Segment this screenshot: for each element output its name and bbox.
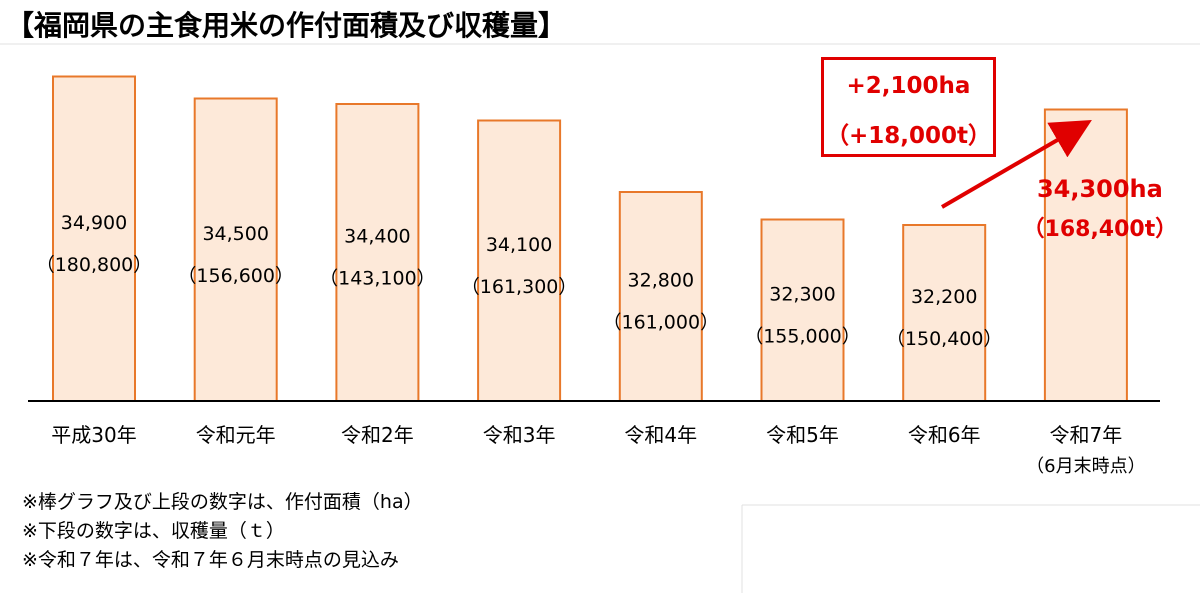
harvest-label-0: （180,800） xyxy=(36,254,153,276)
category-label-3: 令和3年 xyxy=(483,423,556,447)
increase-area-label: +2,100ha xyxy=(846,73,971,99)
increase-harvest-label: （+18,000t） xyxy=(825,123,992,149)
bar-5 xyxy=(760,218,845,402)
area-label-1: 34,500 xyxy=(202,223,268,245)
harvest-label-5: （155,000） xyxy=(744,325,861,347)
harvest-label-4: （161,000） xyxy=(603,312,720,334)
bar-2 xyxy=(335,103,420,402)
area-label-0: 34,900 xyxy=(61,212,127,234)
category-sublabel-7: （6月末時点） xyxy=(1026,456,1145,477)
category-label-5: 令和5年 xyxy=(766,423,839,447)
bar-4 xyxy=(618,191,703,402)
harvest-label-6: （150,400） xyxy=(886,328,1003,350)
area-label-6: 32,200 xyxy=(911,286,977,308)
category-label-2: 令和2年 xyxy=(341,423,414,447)
chart-title: 【福岡県の主食用米の作付面積及び収穫量】 xyxy=(6,9,567,42)
area-label-4: 32,800 xyxy=(628,270,694,292)
bar-1 xyxy=(193,97,278,402)
bar-6 xyxy=(902,224,987,402)
harvest-label-7: （168,400t） xyxy=(1023,217,1178,242)
footnote-1: ※棒グラフ及び上段の数字は、作付面積（ha） xyxy=(22,491,423,513)
category-label-4: 令和4年 xyxy=(624,423,697,447)
bar-3 xyxy=(477,119,562,402)
category-label-0: 平成30年 xyxy=(51,423,136,447)
footnote-2: ※下段の数字は、収穫量（ｔ） xyxy=(22,520,285,542)
harvest-label-2: （143,100） xyxy=(319,268,436,290)
harvest-label-3: （161,300） xyxy=(461,276,578,298)
category-label-1: 令和元年 xyxy=(196,423,276,447)
area-label-2: 34,400 xyxy=(344,226,410,248)
area-label-5: 32,300 xyxy=(769,283,835,305)
footnotes: ※棒グラフ及び上段の数字は、作付面積（ha） ※下段の数字は、収穫量（ｔ） ※令… xyxy=(22,488,423,575)
area-label-7: 34,300ha xyxy=(1037,175,1163,203)
footnote-3: ※令和７年は、令和７年６月末時点の見込み xyxy=(22,549,399,571)
area-label-3: 34,100 xyxy=(486,234,552,256)
bar-0 xyxy=(52,75,136,402)
category-label-7: 令和7年 xyxy=(1050,423,1123,447)
bar-7 xyxy=(1043,108,1128,402)
increase-arrow xyxy=(940,119,1092,209)
harvest-label-1: （156,600） xyxy=(177,265,294,287)
increase-callout: +2,100ha （+18,000t） xyxy=(821,57,996,157)
category-label-6: 令和6年 xyxy=(908,423,981,447)
